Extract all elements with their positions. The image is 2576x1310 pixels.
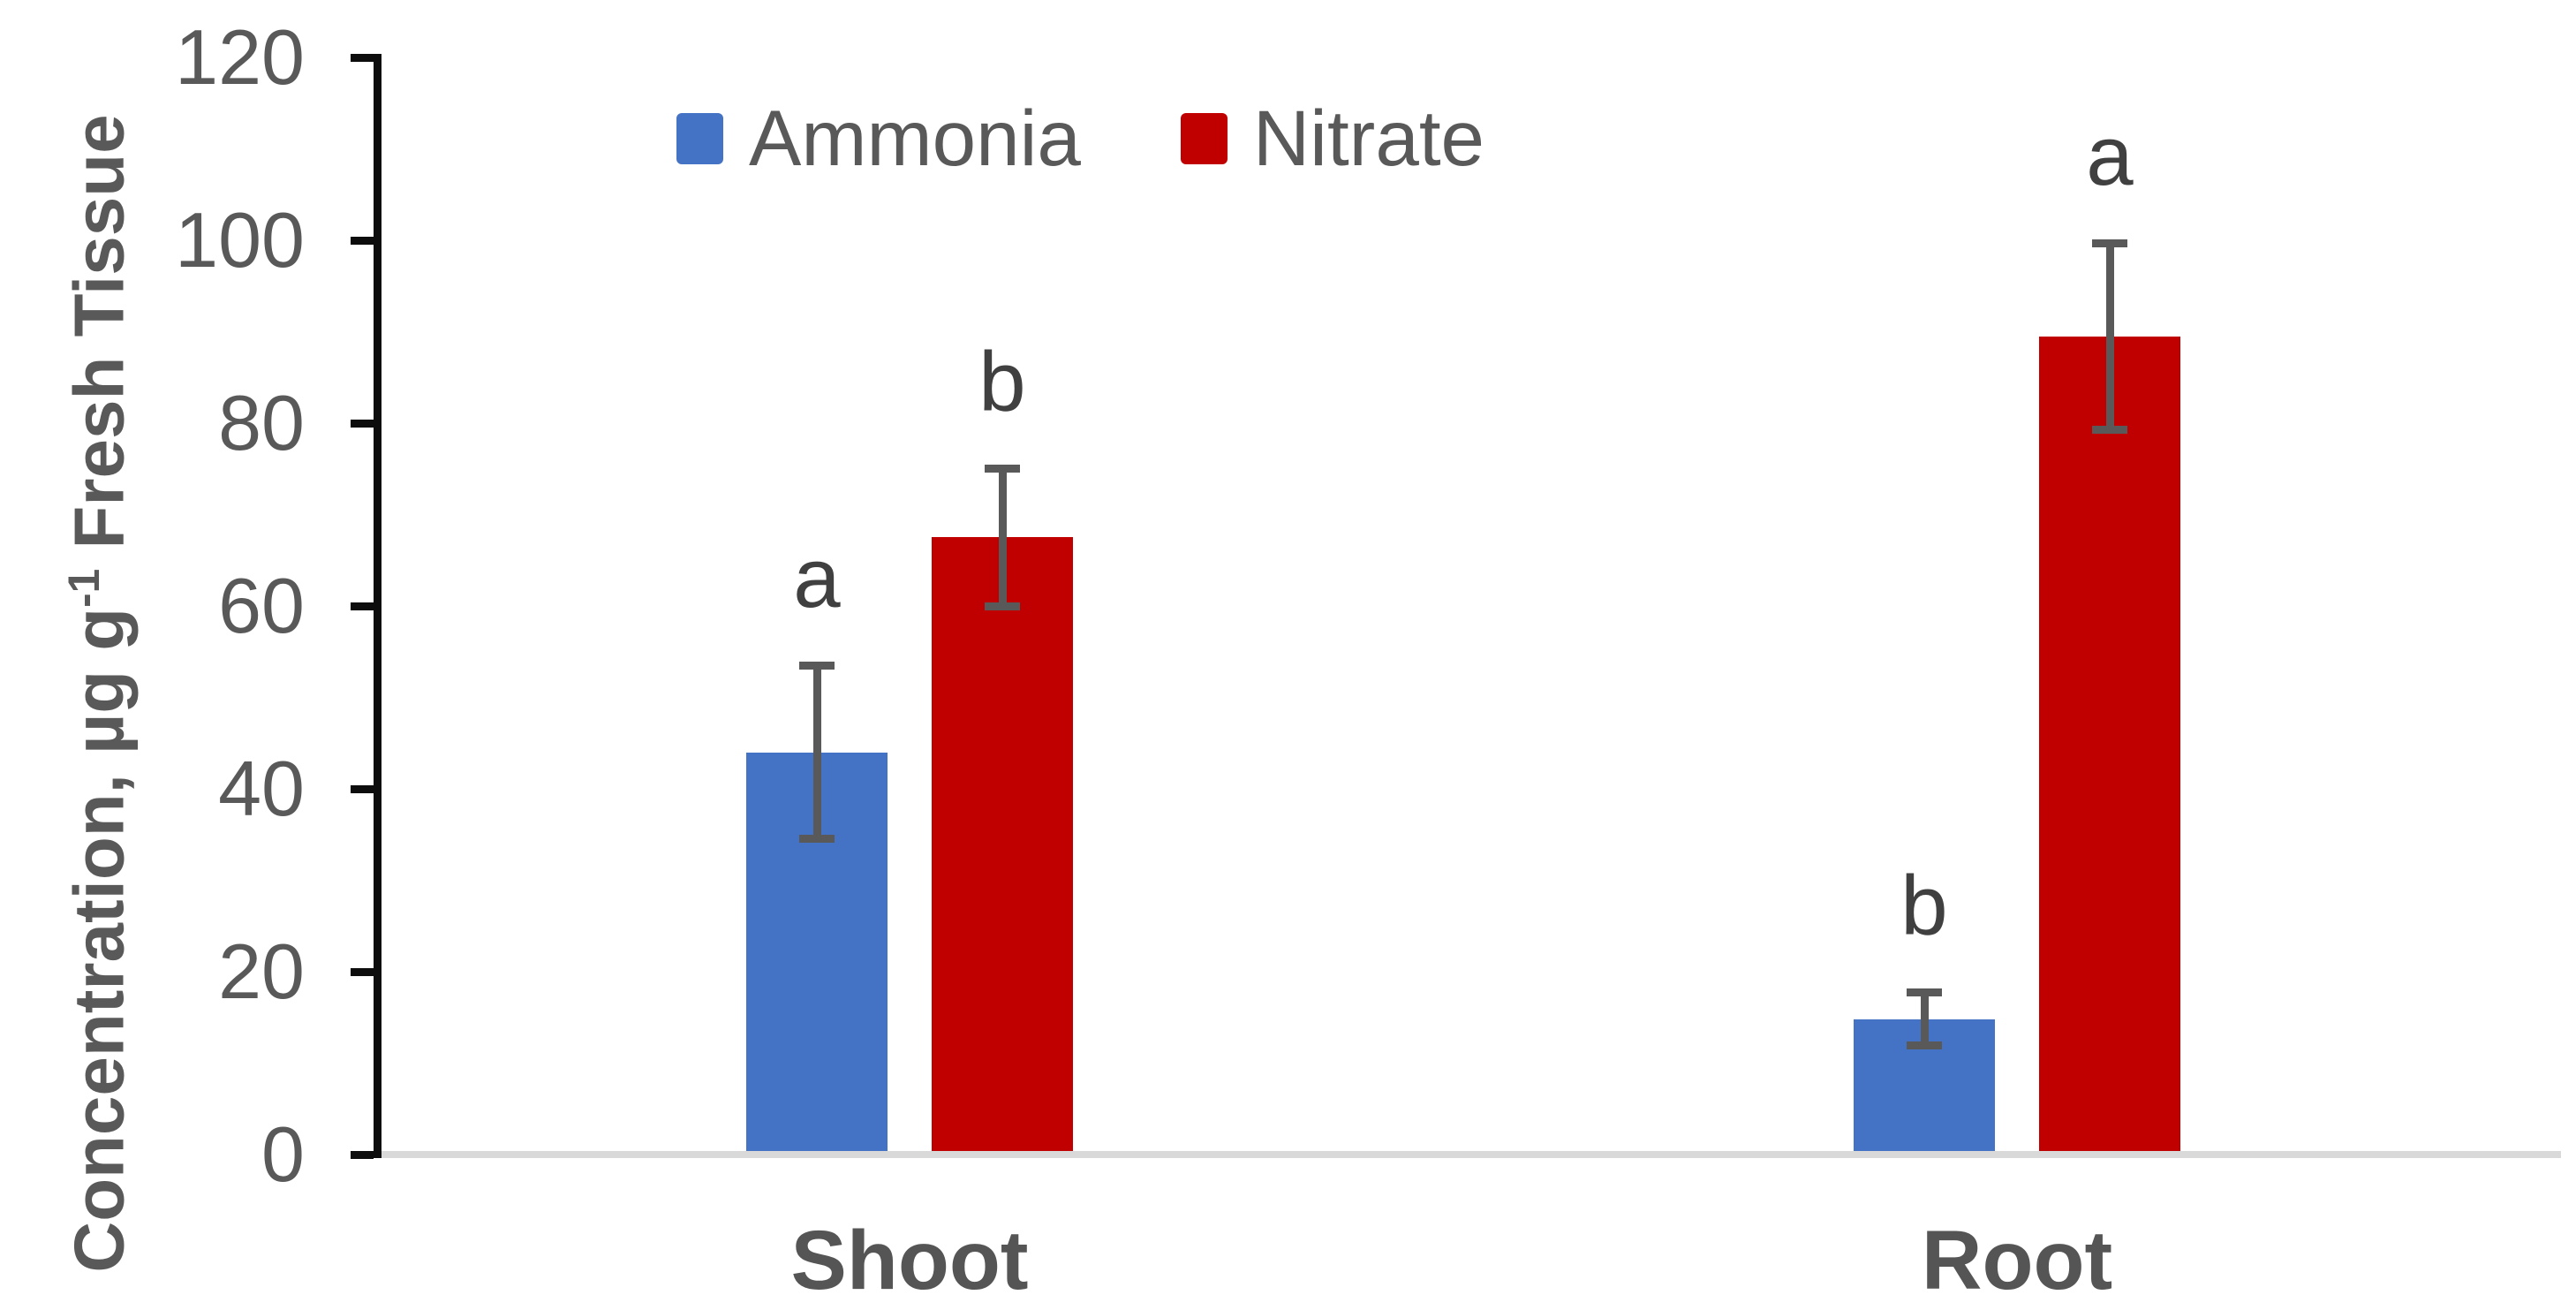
x-axis-baseline [381,1151,2561,1158]
y-axis-tick [351,967,374,976]
x-category-label: Shoot [790,1214,1029,1307]
y-axis-tick [351,602,374,610]
bar-nitrate-shoot [932,537,1073,1151]
legend-item-nitrate: Nitrate [1180,94,1485,182]
y-tick-label: 40 [218,745,305,832]
significance-letter: a [2086,109,2134,204]
y-axis-tick [351,784,374,793]
y-axis-tick [351,1150,374,1159]
error-bar-cap-bottom [985,602,1020,610]
y-tick-label: 20 [218,928,305,1015]
y-axis-tick [351,53,374,62]
significance-letter: a [793,531,841,626]
error-bar-cap-top [799,661,835,670]
legend-item-ammonia: Ammonia [676,99,1081,178]
y-tick-label: 120 [175,13,305,101]
error-bar-cap-bottom [1907,1041,1942,1050]
error-bar-cap-bottom [799,835,835,844]
legend-label-ammonia: Ammonia [749,94,1081,182]
legend-label-nitrate: Nitrate [1252,94,1485,182]
error-bar-line [2105,243,2114,430]
error-bar-cap-top [1907,988,1942,997]
error-bar-cap-top [985,465,1020,473]
legend: Ammonia Nitrate [676,99,1484,178]
ammonia-swatch-icon [676,112,723,164]
y-tick-label: 100 [175,196,305,284]
error-bar-line [812,665,821,839]
y-tick-label: 80 [218,379,305,466]
y-axis-tick [351,236,374,245]
error-bar-line [1920,992,1929,1046]
nitrate-swatch-icon [1180,112,1228,164]
y-axis-tick [351,419,374,428]
significance-letter: b [1900,858,1948,953]
bar-nitrate-root [2039,336,2180,1151]
y-tick-label: 60 [218,562,305,649]
error-bar-cap-top [2092,239,2127,247]
error-bar-line [998,468,1007,606]
y-tick-label: 0 [261,1110,305,1198]
x-category-label: Root [1921,1214,2113,1307]
significance-letter: b [978,334,1026,429]
y-axis-title-tail: Fresh Tissue [59,114,139,569]
error-bar-cap-bottom [2092,425,2127,434]
y-axis-line [374,54,381,1158]
